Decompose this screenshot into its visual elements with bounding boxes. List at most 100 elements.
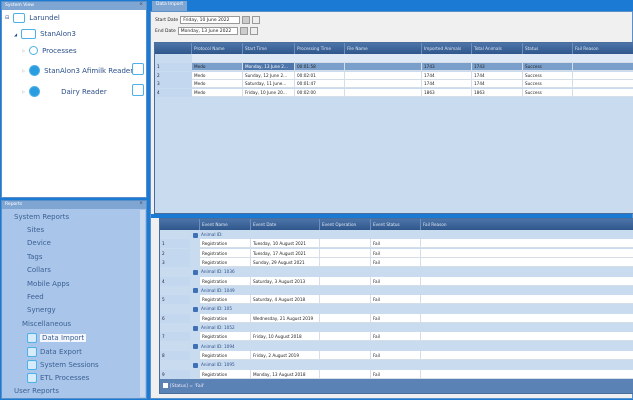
grid-cell[interactable] [320, 350, 371, 360]
grid-cell[interactable]: Fail [371, 239, 421, 249]
grid-cell[interactable] [421, 313, 633, 323]
report-synergy[interactable]: Synergy [27, 306, 56, 315]
column-header[interactable]: Fail Reason [573, 43, 633, 54]
report-data-export[interactable]: Data Export [27, 346, 82, 357]
grid-cell[interactable]: Fail [371, 369, 421, 379]
grid-cell[interactable] [421, 350, 633, 360]
column-header[interactable]: Start Time [243, 43, 295, 54]
grid-cell[interactable] [573, 63, 633, 71]
column-header[interactable]: Status [523, 43, 573, 54]
tree-node-larundel[interactable]: ⊟ Larundel [5, 13, 60, 23]
grid-cell[interactable]: Fail [371, 332, 421, 342]
tree-node-dairy-reader[interactable]: ▷ Dairy Reader [22, 86, 107, 97]
grid-cell[interactable] [320, 276, 371, 286]
grid-cell[interactable]: Fail [371, 276, 421, 286]
grid-cell[interactable] [421, 257, 633, 267]
collapse-group-icon[interactable] [193, 306, 198, 312]
grid-cell[interactable]: Registration [200, 295, 251, 305]
spin-icon[interactable] [242, 16, 251, 24]
grid-cell[interactable]: 1743 [422, 63, 472, 71]
grid-cell[interactable]: Fail [371, 350, 421, 360]
grid-cell[interactable]: Saturday, 3 August 2013 [251, 276, 320, 286]
grid-cell[interactable]: Registration [200, 369, 251, 379]
tree-node-processes[interactable]: ▷ Processes [22, 46, 77, 55]
grid-cell[interactable]: 1744 [472, 71, 523, 80]
close-icon[interactable]: × [139, 2, 143, 7]
grid-cell[interactable]: 1744 [422, 80, 472, 88]
tree-node-system-reports[interactable]: System Reports [14, 213, 70, 221]
grid-cell[interactable] [573, 71, 633, 80]
grid-cell[interactable]: Fail [371, 257, 421, 267]
report-etl-processes[interactable]: ETL Processes [27, 373, 89, 384]
grid-cell[interactable]: Success [523, 88, 573, 97]
grid-cell[interactable]: Friday, 10 June 20... [243, 88, 295, 97]
close-icon[interactable]: × [139, 201, 143, 206]
grid-cell[interactable]: Registration [200, 313, 251, 323]
grid-cell[interactable]: Sunday, 29 August 2021 [251, 257, 320, 267]
grid-cell[interactable]: 00:01:58 [295, 63, 345, 71]
grid-cell[interactable] [573, 80, 633, 88]
grid-cell[interactable] [345, 88, 422, 97]
grid-cell[interactable]: Fail [371, 313, 421, 323]
grid-cell[interactable] [345, 71, 422, 80]
collapse-group-icon[interactable] [193, 288, 198, 294]
end-date-input[interactable]: Monday, 13 June 2022 [177, 27, 238, 35]
grid-cell[interactable]: 00:02:00 [295, 88, 345, 97]
tree-node-user-reports[interactable]: User Reports [14, 386, 60, 395]
connection-icon[interactable] [132, 63, 144, 75]
grid-cell[interactable] [573, 88, 633, 97]
grid-cell[interactable] [421, 295, 633, 305]
grid-cell[interactable]: Success [523, 63, 573, 71]
grid-cell[interactable]: 1744 [422, 71, 472, 80]
grid-cell[interactable]: Registration [200, 248, 251, 258]
grid-cell[interactable]: Success [523, 80, 573, 88]
report-mobile-apps[interactable]: Mobile Apps [27, 279, 70, 288]
grid-cell[interactable]: Registration [200, 276, 251, 286]
grid-cell[interactable]: Medo [192, 80, 243, 88]
grid-cell[interactable] [421, 332, 633, 342]
grid-cell[interactable]: Registration [200, 350, 251, 360]
group-row[interactable]: Animal ID: 1052 [190, 323, 633, 332]
grid-cell[interactable]: Monday, 13 August 2018 [251, 369, 320, 379]
group-row[interactable]: Animal ID: 1036 [190, 267, 633, 277]
group-row[interactable]: Animal ID: 1049 [190, 285, 633, 295]
column-header[interactable]: Event Name [200, 219, 251, 230]
grid-cell[interactable]: Fail [371, 295, 421, 305]
tab-data-import[interactable]: Data Import [152, 1, 188, 11]
spin-icon[interactable] [239, 27, 248, 35]
column-header[interactable]: Processing Time [295, 43, 345, 54]
grid-cell[interactable]: Registration [200, 257, 251, 267]
collapse-group-icon[interactable] [193, 325, 198, 331]
column-header[interactable]: Total Animals [472, 43, 523, 54]
grid-cell[interactable] [345, 63, 422, 71]
filter-checkbox[interactable] [163, 383, 168, 388]
grid-cell[interactable]: Medo [192, 71, 243, 80]
column-header[interactable]: Event Operation [320, 219, 371, 230]
grid-cell[interactable]: 00:02:01 [295, 71, 345, 80]
filter-row[interactable] [192, 54, 633, 63]
grid-cell[interactable] [345, 80, 422, 88]
grid-cell[interactable]: Friday, 10 August 2018 [251, 332, 320, 342]
grid-cell[interactable] [320, 332, 371, 342]
grid-cell[interactable]: Wednesday, 21 August 2019 [251, 313, 320, 323]
tree-node-miscellaneous[interactable]: Miscellaneous [22, 319, 72, 328]
group-row[interactable]: Animal ID: 105 [190, 304, 633, 314]
report-tags[interactable]: Tags [27, 252, 43, 261]
report-system-sessions[interactable]: System Sessions [27, 360, 99, 370]
tree-node-afimilk-reader[interactable]: ▷ StanAlon3 Afimilk Reader [22, 65, 133, 76]
dropdown-icon[interactable] [252, 16, 261, 24]
grid-cell[interactable] [421, 239, 633, 249]
grid-cell[interactable]: 1744 [472, 80, 523, 88]
collapse-group-icon[interactable] [193, 344, 198, 350]
column-header[interactable]: Event Status [371, 219, 421, 230]
collapse-group-icon[interactable] [193, 362, 198, 368]
collapse-group-icon[interactable] [193, 232, 198, 238]
grid-cell[interactable]: Saturday, 11 June... [243, 80, 295, 88]
grid-cell[interactable] [320, 257, 371, 267]
grid-cell[interactable] [320, 369, 371, 379]
column-header[interactable]: File Name [345, 43, 422, 54]
dropdown-icon[interactable] [249, 27, 258, 35]
group-row[interactable]: Animal ID: 1094 [190, 341, 633, 351]
group-row[interactable]: Animal ID: 1095 [190, 360, 633, 370]
grid-cell[interactable]: Saturday, 4 August 2018 [251, 295, 320, 305]
